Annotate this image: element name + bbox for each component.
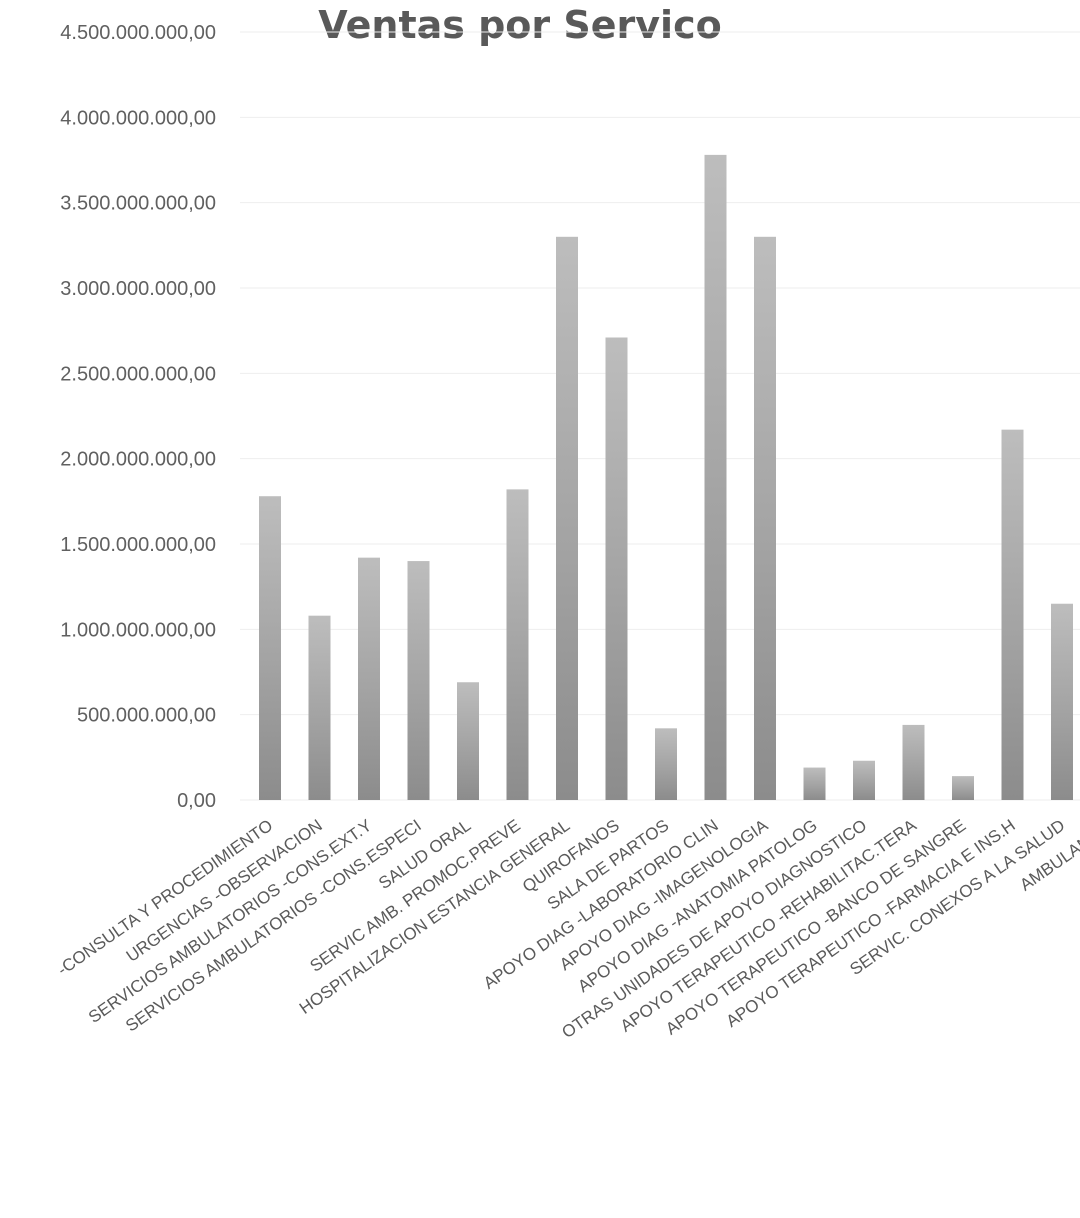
bar (853, 760, 875, 800)
bar (655, 728, 677, 800)
bar (506, 489, 529, 800)
bar (556, 236, 578, 801)
bar (457, 682, 479, 800)
bar (704, 154, 727, 800)
y-tick-label: 500.000.000,00 (77, 705, 216, 727)
y-tick-label: 3.500.000.000,00 (60, 193, 216, 215)
x-tick-label: URGENCIAS -OBSERVACION (123, 816, 326, 966)
bar (902, 724, 925, 800)
y-tick-label: 2.000.000.000,00 (60, 449, 216, 471)
bar (1051, 603, 1073, 800)
y-tick-label: 4.500.000.000,00 (60, 22, 216, 44)
chart-title: Ventas por Servico (318, 3, 721, 47)
y-tick-label: 0,00 (177, 790, 216, 812)
bar (952, 776, 974, 800)
bar (308, 615, 331, 800)
bar (1001, 429, 1024, 800)
y-tick-label: 1.500.000.000,00 (60, 534, 216, 556)
y-tick-label: 4.000.000.000,00 (60, 107, 216, 129)
y-axis: 0,00 500.000.000,00 1.000.000.000,00 1.500.… (60, 22, 216, 812)
bars (259, 154, 1073, 801)
bar (803, 767, 826, 800)
y-tick-label: 3.000.000.000,00 (60, 278, 216, 300)
y-tick-label: 2.500.000.000,00 (60, 363, 216, 385)
bar (605, 337, 628, 800)
y-tick-label: 1.000.000.000,00 (60, 619, 216, 641)
bar (358, 557, 380, 800)
bar (259, 496, 281, 800)
bar (407, 561, 430, 800)
bar (754, 236, 776, 801)
